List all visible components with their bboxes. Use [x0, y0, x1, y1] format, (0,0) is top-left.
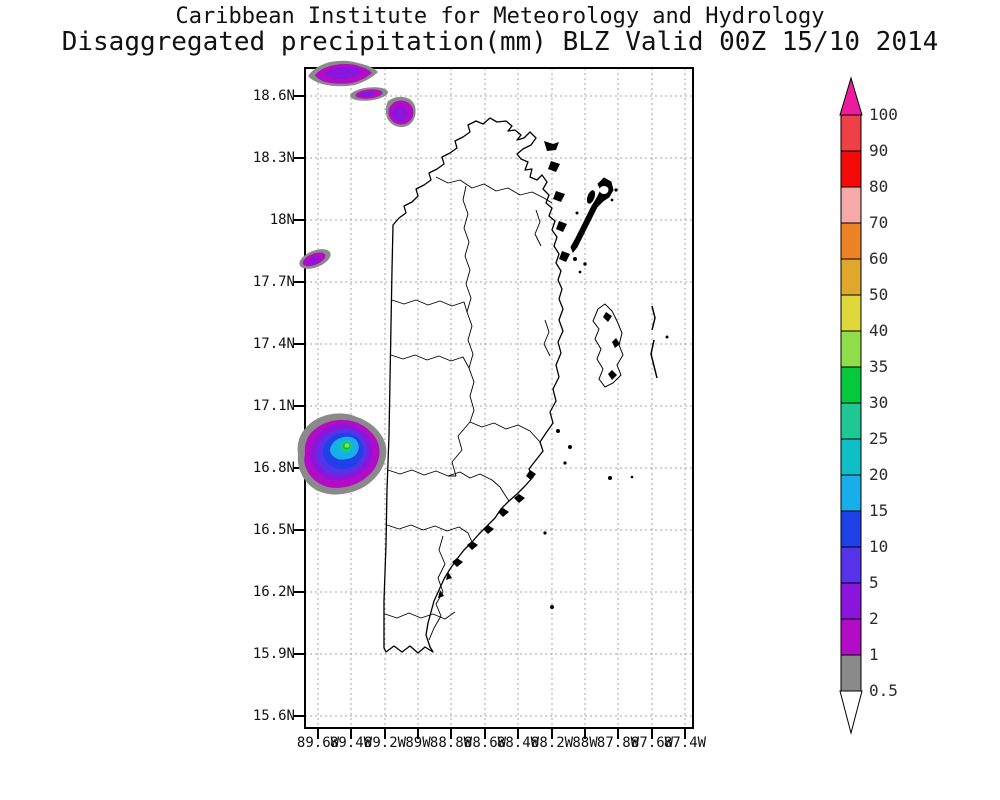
district-boundaries — [384, 176, 553, 641]
y-axis-label: 16.5N — [252, 522, 295, 538]
small-cayes-dots — [543, 188, 669, 609]
colorbar-label: 100 — [869, 105, 898, 124]
x-axis-label: 87.8W — [596, 735, 640, 751]
colorbar-label: 80 — [869, 177, 889, 196]
belize-coastline — [383, 117, 564, 654]
colorbar-label: 20 — [869, 465, 889, 484]
plot-frame — [294, 67, 694, 739]
y-axis-label: 16.8N — [252, 460, 295, 476]
offshore-cayes — [438, 141, 669, 609]
x-axis-label: 87.4W — [663, 735, 707, 751]
colorbar-label: 0.5 — [869, 681, 898, 700]
colorbar-label: 2 — [869, 609, 879, 628]
colorbar-label: 90 — [869, 141, 889, 160]
ring-2mm — [325, 66, 362, 80]
y-axis-label: 17.4N — [252, 336, 295, 352]
precip-cell-round — [385, 96, 416, 128]
figure-title-line1: Caribbean Institute for Meteorology and … — [175, 4, 825, 29]
colorbar-segment — [840, 330, 862, 368]
turneffe-atoll — [592, 303, 624, 388]
x-axis-ticks — [317, 728, 686, 739]
y-axis-label: 17.1N — [252, 398, 295, 414]
precip-cell-west-edge — [299, 249, 331, 269]
x-axis-label: 89.2W — [363, 735, 407, 751]
colorbar-arrow-bottom — [839, 690, 863, 735]
y-axis-ticks — [294, 95, 305, 717]
colorbar-label: 35 — [869, 357, 889, 376]
colorbar-label: 30 — [869, 393, 889, 412]
y-axis-label: 15.6N — [252, 708, 295, 724]
colorbar-label: 50 — [869, 285, 889, 304]
colorbar-segment — [840, 654, 862, 692]
ambergris-caye — [570, 177, 614, 253]
y-axis-label: 17.7N — [252, 274, 295, 290]
colorbar-segment — [840, 510, 862, 548]
colorbar-segment — [840, 366, 862, 404]
colorbar-segment — [840, 438, 862, 476]
colorbar-segment — [840, 186, 862, 224]
colorbar-segment — [840, 402, 862, 440]
colorbar-label: 10 — [869, 537, 889, 556]
ring-2mm — [392, 106, 408, 122]
precip-cell-lens — [350, 87, 388, 101]
ambergris-lagoon — [599, 186, 609, 194]
y-axis-label: 16.2N — [252, 584, 295, 600]
colorbar-label: 25 — [869, 429, 889, 448]
colorbar-segment — [840, 582, 862, 620]
colorbar-segment — [840, 294, 862, 332]
x-axis-label: 88.6W — [463, 735, 507, 751]
colorbar-label: 70 — [869, 213, 889, 232]
y-axis-label: 15.9N — [252, 646, 295, 662]
x-axis-label: 89.4W — [329, 735, 373, 751]
turneffe-islets — [603, 312, 620, 380]
colorbar-label: 60 — [869, 249, 889, 268]
precip-cell-strong — [297, 413, 387, 495]
colorbar-label: 40 — [869, 321, 889, 340]
lighthouse-reef — [650, 305, 658, 379]
colorbar-segment — [840, 222, 862, 260]
colorbar-segment — [840, 150, 862, 188]
caye-small — [586, 190, 596, 204]
colorbar-segment — [840, 618, 862, 656]
x-axis-label: 87.6W — [630, 735, 674, 751]
colorbar-label: 5 — [869, 573, 879, 592]
y-axis-label: 18.3N — [252, 150, 295, 166]
ring-2mm — [307, 257, 320, 265]
y-axis-label: 18N — [269, 212, 295, 228]
colorbar-segment — [840, 474, 862, 512]
colorbar-segment — [840, 114, 862, 152]
y-axis-label: 18.6N — [252, 88, 295, 104]
colorbar — [839, 76, 863, 735]
ring-2mm — [360, 91, 374, 97]
x-axis-label: 89W — [405, 735, 431, 751]
x-axis-label: 88.4W — [496, 735, 540, 751]
colorbar-arrow-top — [839, 76, 863, 116]
x-axis-label: 88.2W — [530, 735, 574, 751]
x-axis-label: 88.8W — [429, 735, 473, 751]
figure-title-line2: Disaggregated precipitation(mm) BLZ Vali… — [61, 27, 939, 57]
x-axis-label: 88W — [572, 735, 598, 751]
colorbar-label: 1 — [869, 645, 879, 664]
ring-35mm — [344, 443, 350, 448]
grid-lines — [305, 68, 693, 728]
x-axis-label: 89.6W — [296, 735, 340, 751]
colorbar-segment — [840, 546, 862, 584]
precip-cell-top-edge — [308, 60, 378, 87]
colorbar-label: 15 — [869, 501, 889, 520]
colorbar-segment — [840, 258, 862, 296]
coastal-mangroves — [438, 141, 570, 598]
